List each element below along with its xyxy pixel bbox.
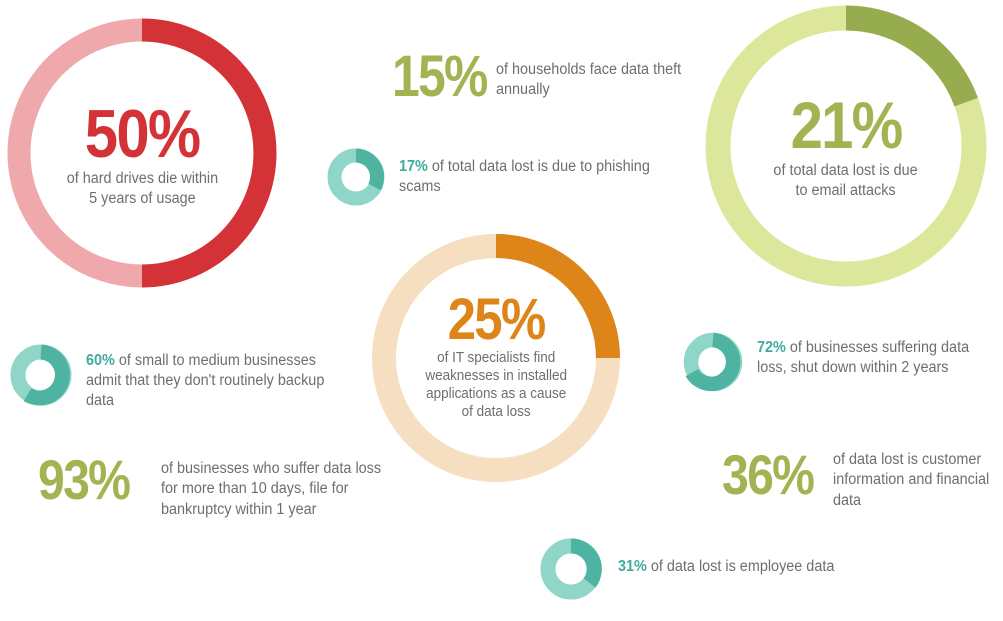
donut-21-percent: 21%: [790, 88, 904, 163]
stat-phishing-scams: 17% of total data lost is due to phishin…: [327, 148, 687, 206]
donut-25-desc-line-4: of data loss: [461, 404, 531, 421]
stat-employee-data: 31% of data lost is employee data: [540, 538, 940, 600]
stat-72-body: of businesses suffering data loss, shut …: [757, 339, 970, 377]
stat-customer-information: 36% of data lost is customer information…: [722, 447, 1003, 511]
stat-60-text: 60% of small to medium businesses admit …: [86, 344, 332, 411]
stat-bankruptcy: 93% of businesses who suffer data loss f…: [38, 452, 408, 520]
donut-50-graphic: [7, 18, 277, 288]
stat-60-percent: 60%: [86, 352, 115, 369]
stat-households-data-theft: 15% of households face data theft annual…: [392, 48, 722, 106]
stat-15-text: of households face data theft annually: [496, 61, 682, 99]
donut-21-graphic: [705, 5, 987, 287]
stat-15-percent: 15%: [392, 44, 488, 109]
donut-21-description: of total data lost is due to email attac…: [774, 161, 918, 199]
donut-chart-it-specialists: 25% of IT specialists find weaknesses in…: [372, 234, 620, 482]
donut-50-arc: [141, 18, 277, 288]
donut-50-description: of hard drives die within 5 years of usa…: [66, 169, 217, 207]
stat-72-percent: 72%: [757, 339, 786, 356]
donut-21-center: 21% of total data lost is due to email a…: [705, 5, 987, 287]
donut-chart-hard-drives: 50% of hard drives die within 5 years of…: [7, 18, 277, 288]
mini-donut-72-arc: [685, 332, 741, 392]
mini-donut-31-arc: [570, 538, 602, 588]
donut-50-center: 50% of hard drives die within 5 years of…: [7, 18, 277, 288]
stat-60-body: of small to medium businesses admit that…: [86, 352, 325, 410]
donut-25-description: of IT specialists find weaknesses in ins…: [425, 350, 567, 422]
mini-donut-17-arc: [355, 148, 385, 191]
donut-25-desc-line-2: weaknesses in installed: [425, 368, 567, 385]
stat-17-body: of total data lost is due to phishing sc…: [399, 158, 650, 196]
mini-donut-60-arc: [23, 344, 70, 406]
donut-25-graphic: [372, 234, 620, 482]
donut-25-desc-line-3: applications as a cause: [425, 386, 567, 403]
donut-25-percent: 25%: [447, 286, 547, 352]
donut-21-desc-line-1: of total data lost is due: [773, 162, 919, 180]
donut-25-desc-line-1: of IT specialists find: [436, 350, 556, 367]
stat-smb-no-backup: 60% of small to medium businesses admit …: [10, 344, 350, 411]
mini-donut-17-icon: [327, 148, 385, 206]
stat-17-percent: 17%: [399, 158, 428, 175]
donut-50-desc-line-1: of hard drives die within: [66, 170, 218, 188]
stat-93-text: of businesses who suffer data loss for m…: [160, 460, 381, 518]
donut-50-percent: 50%: [84, 96, 201, 173]
donut-chart-email-attacks: 21% of total data lost is due to email a…: [705, 5, 987, 287]
stat-31-text: 31% of data lost is employee data: [618, 538, 916, 577]
stat-31-percent: 31%: [618, 558, 647, 575]
mini-donut-31-icon: [540, 538, 602, 600]
donut-50-desc-line-2: 5 years of usage: [88, 189, 196, 207]
stat-17-text: 17% of total data lost is due to phishin…: [399, 148, 667, 197]
stat-36-percent: 36%: [722, 443, 815, 506]
mini-donut-72-icon: [683, 332, 743, 392]
stat-businesses-shut-down: 72% of businesses suffering data loss, s…: [683, 332, 1003, 392]
stat-36-text: of data lost is customer information and…: [832, 451, 989, 509]
donut-25-arc: [495, 234, 620, 359]
stat-31-body: of data lost is employee data: [646, 558, 835, 575]
stat-93-percent: 93%: [38, 448, 131, 511]
mini-donut-60-icon: [10, 344, 72, 406]
stat-72-text: 72% of businesses suffering data loss, s…: [757, 332, 986, 378]
donut-21-arc: [845, 5, 978, 107]
donut-25-center: 25% of IT specialists find weaknesses in…: [372, 234, 620, 482]
donut-21-desc-line-2: to email attacks: [795, 181, 897, 199]
